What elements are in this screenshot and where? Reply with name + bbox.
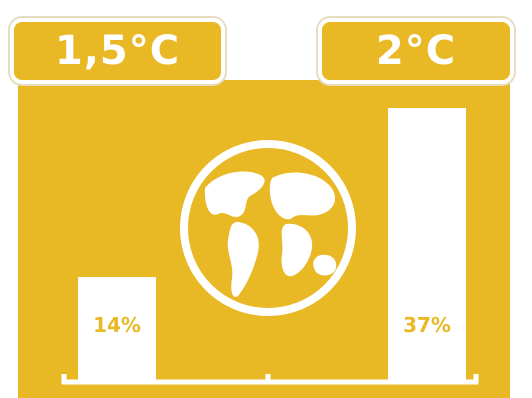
scenario-label-2c-text: 2°C [375,28,457,74]
scenario-label-1-5c-text: 1,5°C [54,28,181,74]
bar-1-5c [78,277,156,380]
bar-value-label-2c: 37% [403,313,451,337]
scenario-label-1-5c: 1,5°C [10,18,225,84]
bar-value-label-1-5c: 14% [93,313,141,337]
bar-2c [388,108,466,380]
globe-icon [180,140,356,316]
scenario-label-2c: 2°C [318,18,514,84]
